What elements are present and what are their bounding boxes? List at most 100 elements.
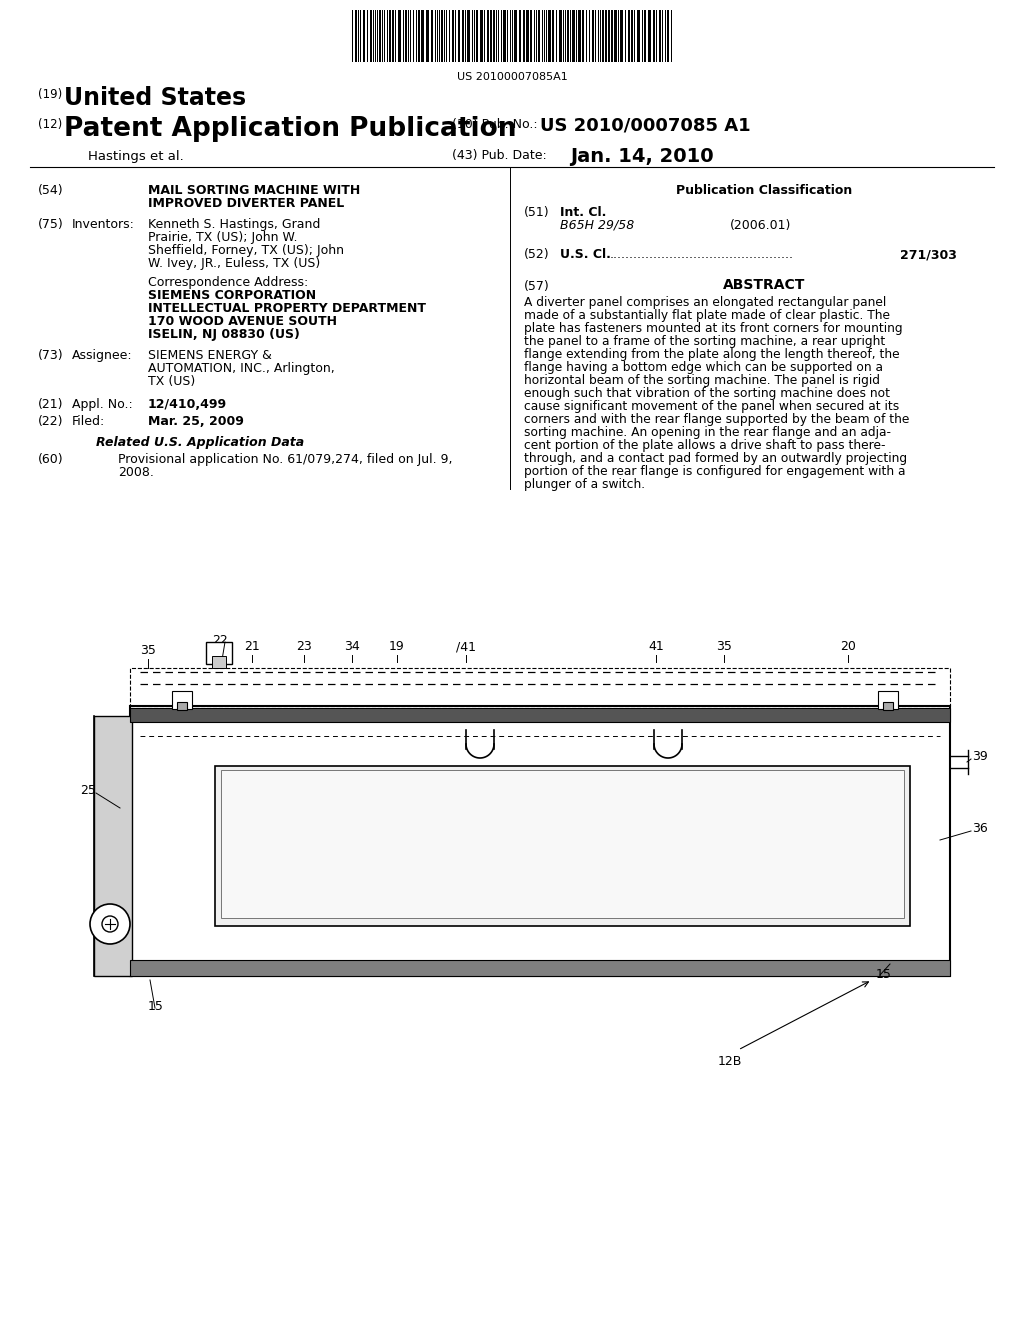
Text: (19): (19) — [38, 88, 62, 102]
Text: portion of the rear flange is configured for engagement with a: portion of the rear flange is configured… — [524, 465, 905, 478]
Text: cause significant movement of the panel when secured at its: cause significant movement of the panel … — [524, 400, 899, 413]
Text: Provisional application No. 61/079,274, filed on Jul. 9,: Provisional application No. 61/079,274, … — [118, 453, 453, 466]
Bar — [130, 668, 950, 706]
Text: Filed:: Filed: — [72, 414, 105, 428]
Bar — [548, 11, 551, 62]
Bar — [602, 11, 604, 62]
Text: Related U.S. Application Data: Related U.S. Application Data — [96, 436, 304, 449]
Bar — [883, 702, 893, 710]
Text: MAIL SORTING MACHINE WITH: MAIL SORTING MACHINE WITH — [148, 183, 360, 197]
Bar — [458, 11, 460, 62]
Bar — [406, 11, 407, 62]
Text: Kenneth S. Hastings, Grand: Kenneth S. Hastings, Grand — [148, 218, 321, 231]
Bar — [644, 11, 646, 62]
Text: 35: 35 — [140, 644, 156, 657]
Bar — [172, 690, 193, 709]
Text: W. Ivey, JR., Euless, TX (US): W. Ivey, JR., Euless, TX (US) — [148, 257, 321, 271]
Bar — [130, 960, 950, 975]
Text: Correspondence Address:: Correspondence Address: — [148, 276, 308, 289]
Bar — [620, 11, 623, 62]
Text: 170 WOOD AVENUE SOUTH: 170 WOOD AVENUE SOUTH — [148, 315, 337, 327]
Text: Publication Classification: Publication Classification — [676, 183, 852, 197]
Bar — [567, 11, 569, 62]
Text: 12/410,499: 12/410,499 — [148, 399, 227, 411]
Bar — [572, 11, 575, 62]
Bar — [578, 11, 581, 62]
Text: ABSTRACT: ABSTRACT — [723, 279, 805, 292]
Bar — [605, 11, 607, 62]
Bar — [526, 11, 529, 62]
Text: TX (US): TX (US) — [148, 375, 196, 388]
Bar — [130, 706, 950, 975]
Text: 39: 39 — [972, 750, 988, 763]
Text: United States: United States — [63, 86, 246, 110]
Text: (2006.01): (2006.01) — [730, 219, 792, 232]
Text: the panel to a frame of the sorting machine, a rear upright: the panel to a frame of the sorting mach… — [524, 335, 886, 348]
Text: B65H 29/58: B65H 29/58 — [560, 219, 634, 232]
Text: US 2010/0007085 A1: US 2010/0007085 A1 — [540, 116, 751, 135]
Text: (12): (12) — [38, 117, 62, 131]
Text: 22: 22 — [212, 634, 227, 647]
Text: 20: 20 — [840, 640, 856, 653]
Text: 23: 23 — [296, 640, 312, 653]
Bar — [648, 11, 651, 62]
Text: Mar. 25, 2009: Mar. 25, 2009 — [148, 414, 244, 428]
Bar — [177, 702, 187, 710]
Bar — [480, 11, 483, 62]
Text: INTELLECTUAL PROPERTY DEPARTMENT: INTELLECTUAL PROPERTY DEPARTMENT — [148, 302, 426, 315]
Text: AUTOMATION, INC., Arlington,: AUTOMATION, INC., Arlington, — [148, 362, 335, 375]
Text: flange having a bottom edge which can be supported on a: flange having a bottom edge which can be… — [524, 360, 883, 374]
Bar — [637, 11, 640, 62]
Text: plunger of a switch.: plunger of a switch. — [524, 478, 645, 491]
Text: Sheffield, Forney, TX (US); John: Sheffield, Forney, TX (US); John — [148, 244, 344, 257]
Bar — [530, 11, 532, 62]
Bar — [462, 11, 464, 62]
Bar — [592, 11, 594, 62]
Bar — [878, 690, 898, 709]
Bar — [631, 11, 633, 62]
Bar — [221, 770, 904, 917]
Text: Assignee:: Assignee: — [72, 348, 133, 362]
Bar — [559, 11, 562, 62]
Text: SIEMENS ENERGY &: SIEMENS ENERGY & — [148, 348, 272, 362]
Text: (60): (60) — [38, 453, 63, 466]
Text: Hastings et al.: Hastings et al. — [88, 150, 183, 162]
Text: made of a substantially flat plate made of clear plastic. The: made of a substantially flat plate made … — [524, 309, 890, 322]
Bar — [130, 708, 950, 722]
Bar — [490, 11, 492, 62]
Text: ISELIN, NJ 08830 (US): ISELIN, NJ 08830 (US) — [148, 327, 300, 341]
Text: (52): (52) — [524, 248, 550, 261]
Bar — [487, 11, 489, 62]
Text: 12B: 12B — [718, 1055, 742, 1068]
Bar — [538, 11, 540, 62]
Bar — [426, 11, 429, 62]
Bar — [493, 11, 495, 62]
Text: Prairie, TX (US); John W.: Prairie, TX (US); John W. — [148, 231, 298, 244]
Bar — [389, 11, 391, 62]
Text: corners and with the rear flange supported by the beam of the: corners and with the rear flange support… — [524, 413, 909, 426]
Text: (73): (73) — [38, 348, 63, 362]
Text: Int. Cl.: Int. Cl. — [560, 206, 606, 219]
Bar — [611, 11, 613, 62]
Bar — [431, 11, 433, 62]
Text: Inventors:: Inventors: — [72, 218, 135, 231]
Text: horizontal beam of the sorting machine. The panel is rigid: horizontal beam of the sorting machine. … — [524, 374, 880, 387]
Text: through, and a contact pad formed by an outwardly projecting: through, and a contact pad formed by an … — [524, 451, 907, 465]
Bar — [212, 656, 226, 668]
Bar — [476, 11, 478, 62]
Bar — [362, 11, 365, 62]
Text: U.S. Cl.: U.S. Cl. — [560, 248, 611, 261]
Bar — [392, 11, 394, 62]
Bar — [441, 11, 443, 62]
Text: ..............................................: ........................................… — [610, 248, 794, 261]
Bar — [614, 11, 617, 62]
Text: US 20100007085A1: US 20100007085A1 — [457, 73, 567, 82]
Text: (51): (51) — [524, 206, 550, 219]
Bar — [667, 11, 669, 62]
Text: cent portion of the plate allows a drive shaft to pass there-: cent portion of the plate allows a drive… — [524, 440, 886, 451]
Text: Jan. 14, 2010: Jan. 14, 2010 — [570, 147, 714, 166]
Bar — [628, 11, 630, 62]
Bar — [552, 11, 554, 62]
Text: 35: 35 — [716, 640, 732, 653]
Text: (57): (57) — [524, 280, 550, 293]
